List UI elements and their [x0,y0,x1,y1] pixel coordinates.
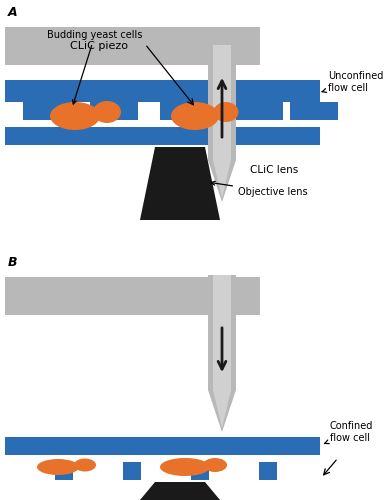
Bar [5,462,320,480]
Polygon shape [208,390,236,432]
Bar [5,455,55,480]
Ellipse shape [214,102,238,122]
Text: Objective lens: Objective lens [211,182,308,197]
Text: Unconfined
flow cell: Unconfined flow cell [322,71,384,93]
Bar [5,80,320,102]
Bar [160,102,208,120]
Bar [213,275,231,390]
Polygon shape [213,160,231,198]
Text: A: A [8,6,18,19]
Bar [23,102,71,120]
Polygon shape [140,147,220,220]
Bar [73,455,123,480]
Ellipse shape [37,459,79,475]
Bar [5,27,260,65]
Text: Budding yeast cells: Budding yeast cells [47,30,143,104]
Text: CLiC piezo: CLiC piezo [70,41,128,51]
Bar [90,102,138,120]
Bar [5,127,320,145]
Ellipse shape [93,101,121,123]
Polygon shape [208,160,236,202]
Bar [235,102,283,120]
Text: Confined
flow cell: Confined flow cell [324,421,373,444]
Ellipse shape [203,458,227,472]
Bar [208,275,236,390]
Bar [141,455,191,480]
Bar [208,45,236,160]
Text: CLiC lens: CLiC lens [250,165,298,175]
Bar [277,455,327,480]
Ellipse shape [74,458,96,471]
Bar [213,45,231,160]
Ellipse shape [171,102,219,130]
Polygon shape [213,390,231,428]
Bar [290,102,338,120]
Bar [5,437,320,455]
Bar [209,455,259,480]
Ellipse shape [50,102,100,130]
Polygon shape [140,482,220,500]
Bar [5,277,260,315]
Ellipse shape [160,458,210,476]
Text: B: B [8,256,17,269]
